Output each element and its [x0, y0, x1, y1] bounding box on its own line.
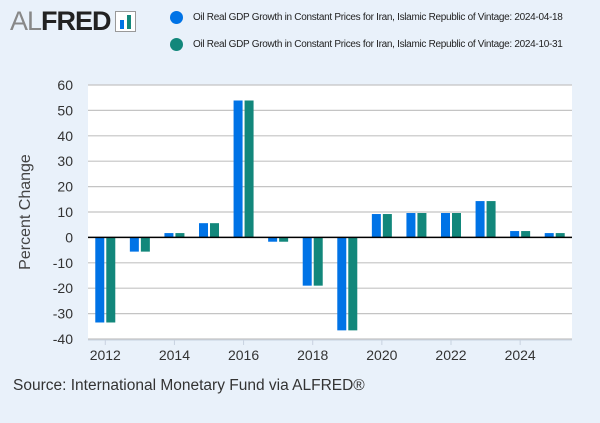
legend-item-2: Oil Real GDP Growth in Constant Prices f… — [170, 38, 563, 51]
bar-2019-series-1 — [337, 237, 347, 331]
y-tick-label: 0 — [65, 229, 73, 245]
bar-2013-series-1 — [129, 237, 139, 252]
x-tick-label: 2012 — [90, 347, 121, 363]
bar-2019-series-2 — [348, 237, 358, 331]
bar-2020-series-1 — [371, 214, 381, 238]
y-tick-label: 30 — [57, 153, 73, 169]
legend-item-1: Oil Real GDP Growth in Constant Prices f… — [170, 11, 563, 24]
bar-2016-series-1 — [233, 100, 243, 238]
x-tick-label: 2022 — [435, 347, 466, 363]
bar-2014-series-2 — [175, 233, 185, 238]
bar-2014-series-1 — [164, 233, 174, 238]
y-tick-label: -10 — [53, 255, 73, 271]
x-tick-label: 2014 — [159, 347, 190, 363]
x-tick-label: 2020 — [366, 347, 397, 363]
bar-2022-series-2 — [452, 213, 461, 238]
bar-2020-series-2 — [382, 214, 392, 238]
legend-dot-icon — [170, 11, 183, 24]
source-note: Source: International Monetary Fund via … — [13, 377, 365, 394]
bar-2016-series-2 — [244, 100, 254, 238]
bar-2024-series-2 — [521, 231, 531, 238]
bar-2023-series-2 — [486, 201, 496, 238]
y-tick-label: 20 — [57, 179, 73, 195]
bar-2021-series-1 — [406, 213, 416, 238]
y-tick-label: 50 — [57, 102, 73, 118]
legend-dot-icon — [170, 38, 183, 51]
bar-2017-series-2 — [279, 237, 289, 242]
bar-2021-series-2 — [417, 213, 427, 238]
chart-logo-icon — [114, 10, 136, 32]
y-axis-title: Percent Change — [17, 154, 34, 270]
bar-2018-series-2 — [313, 237, 323, 286]
y-tick-label: -20 — [53, 280, 73, 296]
bar-2012-series-1 — [95, 237, 105, 323]
bar-2025-series-2 — [555, 233, 565, 238]
y-tick-label: 40 — [57, 128, 73, 144]
bar-2025-series-1 — [544, 233, 554, 238]
bar-2024-series-1 — [510, 231, 520, 238]
bar-2015-series-2 — [210, 223, 219, 238]
legend-label: Oil Real GDP Growth in Constant Prices f… — [193, 39, 563, 50]
y-tick-label: 60 — [57, 77, 73, 93]
x-tick-label: 2024 — [505, 347, 536, 363]
logo-text-bold: FRED — [41, 5, 111, 36]
bar-2018-series-1 — [302, 237, 312, 286]
x-tick-label: 2018 — [297, 347, 328, 363]
x-tick-label: 2016 — [228, 347, 259, 363]
y-tick-label: 10 — [57, 204, 73, 220]
bar-2013-series-2 — [140, 237, 150, 252]
bar-2022-series-1 — [441, 213, 450, 238]
legend-label: Oil Real GDP Growth in Constant Prices f… — [193, 12, 563, 23]
y-tick-label: -40 — [53, 331, 73, 347]
bar-2017-series-1 — [268, 237, 278, 242]
bar-2012-series-2 — [106, 237, 116, 323]
y-tick-label: -30 — [53, 306, 73, 322]
logo-text: AL — [10, 5, 42, 36]
alfred-logo[interactable]: AL FRED — [10, 6, 136, 36]
bar-2023-series-1 — [475, 201, 485, 238]
bar-2015-series-1 — [199, 223, 208, 238]
